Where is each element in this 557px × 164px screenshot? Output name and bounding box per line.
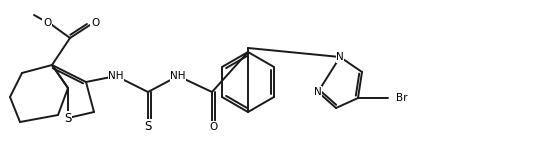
Text: NH: NH [170, 71, 185, 81]
Text: N: N [314, 87, 322, 97]
Text: N: N [336, 52, 344, 62]
Text: O: O [91, 18, 99, 28]
Text: O: O [209, 122, 217, 132]
Text: S: S [64, 112, 72, 124]
Text: S: S [144, 120, 152, 133]
Text: O: O [43, 18, 51, 28]
Text: Br: Br [396, 93, 408, 103]
Text: NH: NH [108, 71, 124, 81]
